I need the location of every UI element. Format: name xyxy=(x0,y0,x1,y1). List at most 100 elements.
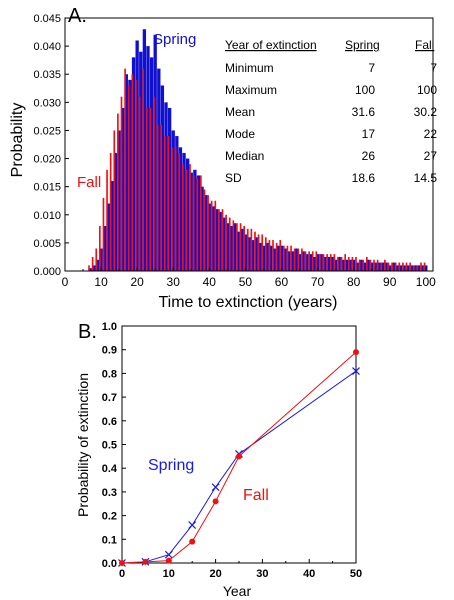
spring-bar xyxy=(398,265,403,271)
spring-bar xyxy=(370,262,374,271)
fall-bar xyxy=(308,251,310,271)
table-spring-value: 31.6 xyxy=(352,105,376,119)
table-header-spring: Spring xyxy=(345,38,380,52)
spring-bar xyxy=(294,248,298,271)
fall-bar xyxy=(127,85,130,271)
spring-bar xyxy=(341,259,345,271)
table-spring-value: 18.6 xyxy=(352,171,376,185)
table-header-fall: Fall xyxy=(415,38,434,52)
spring-bar xyxy=(413,265,417,271)
fall-bar xyxy=(326,254,328,271)
spring-bar xyxy=(283,248,287,271)
fall-bar xyxy=(322,254,325,271)
fall-bar xyxy=(232,220,235,271)
fall-bar xyxy=(228,217,231,271)
y-tick-label: 1.0 xyxy=(102,321,117,333)
fall-bar xyxy=(192,175,195,271)
fall-bar xyxy=(286,245,289,271)
fall-bar xyxy=(149,107,152,271)
spring-bar xyxy=(186,158,190,271)
spring-bar xyxy=(106,203,110,271)
spring-bar xyxy=(337,256,341,271)
fall-bar xyxy=(120,96,123,271)
fall-bar xyxy=(91,256,94,271)
spring-point xyxy=(211,483,220,492)
spring-bar xyxy=(142,29,147,271)
panel-a: A. Probability Time to extinction (years… xyxy=(9,5,437,311)
fall-bar xyxy=(145,107,148,271)
spring-bar xyxy=(366,259,370,271)
spring-bar xyxy=(193,169,197,271)
fall-bar xyxy=(344,254,347,271)
table-fall-value: 22 xyxy=(424,127,438,141)
spring-bar xyxy=(135,40,139,271)
table-row-label: Mode xyxy=(225,127,255,141)
spring-bar xyxy=(103,226,107,271)
spring-bar xyxy=(380,262,385,271)
fall-bar xyxy=(380,262,383,271)
spring-bar xyxy=(146,46,150,271)
y-tick-label: 0.7 xyxy=(102,392,117,404)
spring-bar xyxy=(377,262,381,271)
fall-bar xyxy=(340,256,343,271)
x-tick-label: 40 xyxy=(203,275,217,289)
fall-point xyxy=(119,560,125,566)
panel-b-lines xyxy=(118,349,360,567)
panel-b-label: B. xyxy=(78,321,97,343)
spring-bar xyxy=(214,209,219,271)
spring-bar xyxy=(167,107,172,271)
spring-bar xyxy=(225,223,230,271)
x-tick-label: 0 xyxy=(119,568,125,580)
table-row-label: Maximum xyxy=(225,83,277,97)
spring-bar xyxy=(240,228,244,271)
spring-bar xyxy=(182,152,186,271)
spring-bar xyxy=(175,136,179,271)
fall-bar xyxy=(174,147,177,271)
spring-bar xyxy=(222,217,226,271)
spring-bar xyxy=(121,107,125,271)
spring-bar xyxy=(258,242,262,271)
x-tick-label: 100 xyxy=(416,275,436,289)
spring-bar xyxy=(301,251,305,271)
fall-bar xyxy=(384,259,386,271)
panel-a-bars xyxy=(88,29,428,271)
spring-bar xyxy=(344,259,349,271)
fall-bar xyxy=(113,130,116,271)
fall-bar xyxy=(369,259,372,271)
fall-point xyxy=(353,349,359,356)
fall-bar xyxy=(250,228,253,271)
fall-point xyxy=(189,538,196,545)
fall-bar xyxy=(124,68,126,271)
x-tick-label: 20 xyxy=(209,568,221,580)
spring-bar xyxy=(196,175,201,271)
y-tick-label: 0.9 xyxy=(102,345,117,357)
spring-bar xyxy=(391,262,395,271)
x-tick-label: 80 xyxy=(347,275,361,289)
y-tick-label: 0.040 xyxy=(33,41,61,53)
fall-bar xyxy=(261,234,264,271)
y-tick-label: 0.8 xyxy=(102,368,117,380)
panel-b: B. Probability of extinction Year 0 10 20 3… xyxy=(75,321,362,599)
spring-bar xyxy=(373,262,377,271)
fall-point xyxy=(165,557,172,564)
y-tick-label: 0.020 xyxy=(33,154,61,166)
spring-bar xyxy=(348,259,352,271)
spring-bar xyxy=(276,245,280,271)
fall-bar xyxy=(239,223,242,271)
table-fall-value: 7 xyxy=(430,61,437,75)
fall-bar xyxy=(196,178,199,271)
spring-bar xyxy=(395,265,399,271)
y-tick-label: 0.025 xyxy=(33,125,61,137)
spring-bar xyxy=(236,231,240,271)
fall-bar xyxy=(189,164,191,271)
fall-bar xyxy=(373,259,375,271)
table-row-label: Mean xyxy=(225,105,255,119)
fall-bar xyxy=(329,254,332,271)
spring-bar xyxy=(279,245,284,271)
table-fall-value: 27 xyxy=(424,149,438,163)
fall-bar xyxy=(257,234,260,271)
fall-bar xyxy=(402,262,404,271)
fall-bar xyxy=(315,251,318,271)
fall-bar xyxy=(167,136,170,271)
